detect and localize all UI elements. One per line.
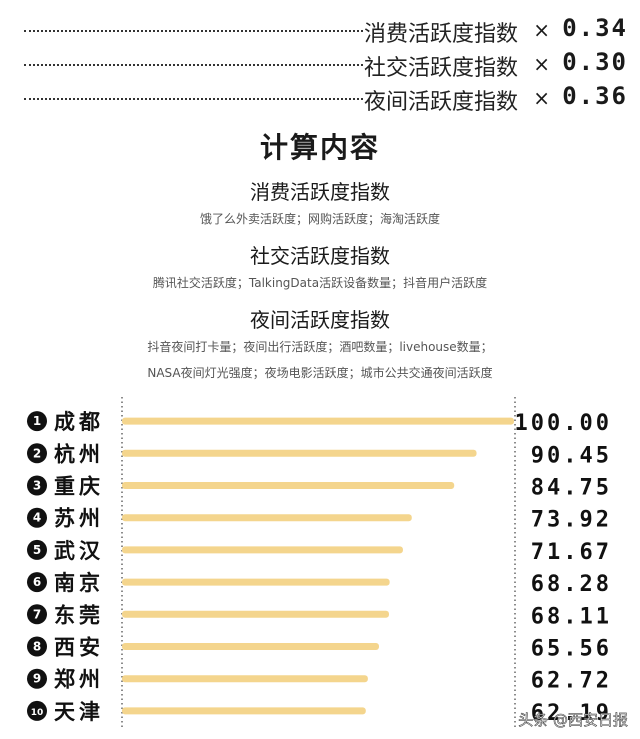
section-desc: 腾讯社交活跃度；TalkingData活跃设备数量；抖音用户活跃度 (152, 276, 488, 290)
weight-row-social: 社交活跃度指数 × 0.30 (24, 46, 628, 81)
value-label: 68.11 (531, 604, 612, 629)
multiply-sign: × (533, 52, 550, 76)
dotted-leader (24, 98, 363, 100)
rank-number: 5 (33, 543, 41, 557)
bar (122, 578, 390, 586)
weight-value: 0.36 (562, 82, 628, 110)
calc-section-night: 夜间活跃度指数 抖音夜间打卡量；夜间出行活跃度；酒吧数量；livehouse数量… (0, 306, 640, 386)
city-label: 天津 (54, 700, 104, 724)
rank-badge (27, 668, 47, 689)
city-label: 西安 (54, 636, 104, 660)
rank-number: 8 (33, 640, 41, 654)
section-desc: 抖音夜间打卡量；夜间出行活跃度；酒吧数量；livehouse数量； (147, 340, 493, 354)
ranking-bar-chart: 1 成都 100.00 2 杭州 90.45 3 重庆 84.75 4 苏州 73.92 5 武汉 71.6… (27, 397, 628, 729)
rank-number: 3 (33, 479, 41, 493)
rank-number: 1 (33, 414, 41, 428)
weight-row-night: 夜间活跃度指数 × 0.36 (24, 80, 628, 115)
rank-number: 10 (31, 708, 44, 718)
rank-badge (27, 443, 47, 464)
calc-section-consumption: 消费活跃度指数 饿了么外卖活跃度；网购活跃度；海淘活跃度 (0, 178, 640, 232)
city-label: 南京 (54, 571, 104, 595)
weight-value: 0.30 (562, 48, 628, 76)
rank-badge (27, 475, 47, 496)
rank-badge (27, 507, 47, 528)
section-title: 消费活跃度指数 (250, 180, 390, 204)
rank-badge (27, 539, 47, 560)
section-desc: NASA夜间灯光强度；夜场电影活跃度；城市公共交通夜间活跃度 (147, 366, 493, 380)
weight-label: 消费活跃度指数 (363, 22, 518, 47)
calc-section-social: 社交活跃度指数 腾讯社交活跃度；TalkingData活跃设备数量；抖音用户活跃… (0, 242, 640, 296)
multiply-sign: × (533, 18, 550, 42)
value-label: 71.67 (531, 540, 612, 565)
rank-number: 7 (33, 607, 41, 621)
value-label: 65.56 (531, 637, 612, 662)
weight-value: 0.34 (562, 14, 628, 42)
weight-label: 社交活跃度指数 (363, 56, 518, 81)
rank-badge (27, 411, 47, 432)
value-label: 100.00 (515, 411, 612, 436)
rank-badge (27, 604, 47, 625)
bar (122, 514, 412, 522)
calc-title: 计算内容 (259, 131, 380, 164)
rank-badge (27, 700, 47, 721)
bar (122, 482, 455, 489)
city-label: 武汉 (54, 539, 104, 563)
bar (122, 417, 514, 425)
city-label: 东莞 (54, 603, 104, 627)
watermark-text: 头条 @西安日报 (518, 711, 628, 729)
value-label: 73.92 (531, 508, 612, 533)
bar (122, 546, 403, 554)
city-label: 重庆 (54, 475, 104, 499)
rank-badge (27, 636, 47, 657)
section-desc: 饿了么外卖活跃度；网购活跃度；海淘活跃度 (199, 212, 440, 226)
rank-number: 2 (33, 446, 41, 460)
dotted-leader (24, 30, 363, 32)
calc-content: 计算内容 消费活跃度指数 饿了么外卖活跃度；网购活跃度；海淘活跃度 社交活跃度指… (0, 128, 640, 386)
rank-number: 6 (33, 575, 41, 589)
section-title: 夜间活跃度指数 (250, 308, 390, 332)
value-label: 62.19 (531, 701, 612, 726)
multiply-sign: × (533, 86, 550, 110)
weight-list: 消费活跃度指数 × 0.34 社交活跃度指数 × 0.30 夜间活跃度指数 × … (24, 12, 628, 115)
value-label: 90.45 (531, 443, 612, 468)
value-label: 84.75 (531, 476, 612, 501)
weight-label: 夜间活跃度指数 (363, 90, 518, 115)
city-label: 苏州 (54, 507, 104, 531)
rank-number: 4 (33, 511, 41, 525)
bar (122, 675, 368, 683)
section-title: 社交活跃度指数 (250, 244, 390, 268)
rank-number: 9 (33, 672, 41, 686)
bar (122, 610, 389, 618)
bar (122, 449, 477, 457)
dotted-leader (24, 64, 363, 66)
bar (122, 707, 366, 715)
city-label: 杭州 (54, 442, 104, 466)
value-label: 62.72 (531, 669, 612, 694)
city-label: 成都 (54, 410, 104, 434)
city-label: 郑州 (54, 668, 104, 692)
rank-badge (27, 572, 47, 593)
weight-row-consumption: 消费活跃度指数 × 0.34 (24, 12, 628, 47)
bar (122, 643, 379, 650)
value-label: 68.28 (531, 572, 612, 597)
